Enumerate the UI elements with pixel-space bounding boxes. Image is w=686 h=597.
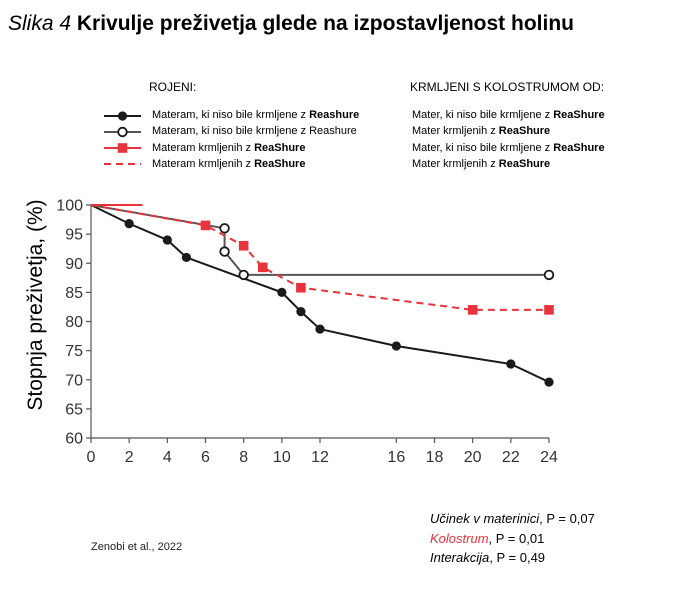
legend-row-1-left-bold: Reashure	[309, 109, 360, 121]
series-2-point-1	[219, 223, 230, 234]
figure-title-lead: Slika 4	[8, 12, 72, 35]
legend-row-2-right-bold: ReaShure	[498, 125, 551, 137]
series-2	[90, 204, 555, 281]
legend-swatch-marker-3	[117, 143, 128, 153]
legend-swatches	[104, 111, 141, 165]
series-4-line	[90, 204, 549, 311]
series-4-point-4	[296, 282, 306, 293]
y-axis-label: Stopnja preživetja, (%)	[24, 199, 47, 410]
series-4	[90, 204, 554, 315]
stat-maternal-label: Učinek v materinici	[430, 511, 540, 526]
series-2-line	[90, 204, 549, 276]
series-4-point-6	[544, 305, 554, 315]
series-2-point-4	[543, 269, 555, 281]
stat-maternal-value: , P = 0,07	[539, 511, 595, 526]
legend-row-3-left: Materam krmljenih z ReaShure	[152, 142, 305, 154]
series-1-point-6	[315, 324, 325, 334]
legend-row-3-left-bold: ReaShure	[254, 142, 306, 154]
y-tick-label-80: 80	[65, 314, 83, 331]
x-tick-label-20: 20	[464, 449, 482, 466]
legend-row-4-left: Materam krmljenih z ReaShure	[152, 158, 305, 170]
stat-colostrum: Kolostrum, P = 0,01	[430, 529, 595, 549]
legend-row-1-left-text: Materam, ki niso bile krmljene z	[152, 109, 310, 121]
series-1	[90, 204, 554, 387]
figure-title-main: Krivulje preživetja glede na izpostavlje…	[76, 12, 574, 35]
legend-row-2-left: Materam, ki niso bile krmljene z Reashur…	[152, 125, 357, 137]
x-tick-label-2: 2	[125, 449, 134, 466]
y-tick-label-90: 90	[65, 256, 83, 273]
legend-header-right: KRMLJENI S KOLOSTRUMOM OD:	[410, 80, 605, 94]
series-1-point-5	[296, 306, 306, 317]
stats-block: Učinek v materinici, P = 0,07 Kolostrum,…	[430, 509, 595, 568]
x-tick-label-0: 0	[87, 449, 96, 466]
y-tick-label-70: 70	[65, 372, 83, 389]
x-tick-label-12: 12	[311, 449, 329, 466]
x-tick-label-10: 10	[273, 449, 291, 466]
x-tick-label-16: 16	[387, 449, 405, 466]
series-1-point-3	[181, 252, 192, 263]
legend-row-4-right-bold: ReaShure	[498, 158, 551, 170]
legend-row-3-right-text: Mater, ki niso bile krmljene z	[412, 142, 554, 154]
legend-header-left: ROJENI:	[149, 80, 197, 94]
series-1-line	[90, 204, 550, 383]
figure-title: Slika 4 Krivulje preživetja glede na izp…	[8, 12, 574, 36]
y-tick-label-95: 95	[65, 227, 83, 244]
source-citation: Zenobi et al., 2022	[91, 541, 183, 553]
legend-row-1-right-text: Mater, ki niso bile krmljene z	[412, 109, 554, 121]
legend-row-3-right-bold: ReaShure	[553, 142, 605, 154]
series-2-point-3	[238, 269, 249, 281]
series-1-point-4	[277, 287, 287, 297]
y-tick-label-75: 75	[65, 343, 83, 360]
legend-swatch-marker-1	[117, 111, 128, 121]
legend-row-2-right-text: Mater krmljenih z	[412, 125, 499, 137]
legend-row-1-left: Materam, ki niso bile krmljene z Reashur…	[152, 109, 359, 121]
stat-interaction-label: Interakcija	[430, 550, 490, 565]
y-tick-label-65: 65	[65, 401, 83, 418]
x-tick-label-8: 8	[239, 449, 248, 466]
legend-row-4-right: Mater krmljenih z ReaShure	[412, 158, 550, 170]
legend-row-2-right: Mater krmljenih z ReaShure	[412, 125, 550, 137]
series-1-point-8	[506, 359, 516, 369]
legend-swatch-marker-2	[117, 126, 128, 138]
legend-row-3-left-text: Materam krmljenih z	[152, 142, 255, 154]
x-tick-label-6: 6	[201, 449, 210, 466]
y-tick-label-100: 100	[56, 198, 83, 215]
stat-interaction-value: , P = 0,49	[489, 550, 546, 565]
series-4-point-2	[238, 240, 249, 251]
series-2-point-2	[219, 246, 230, 257]
x-tick-label-18: 18	[426, 449, 444, 466]
stat-colostrum-label: Kolostrum	[430, 530, 489, 546]
series-4-point-5	[467, 305, 478, 315]
y-tick-label-60: 60	[65, 431, 83, 448]
y-tick-label-85: 85	[65, 285, 83, 302]
legend-row-4-right-text: Mater krmljenih z	[412, 158, 499, 170]
x-tick-label-22: 22	[502, 449, 520, 466]
x-tick-label-24: 24	[540, 449, 558, 466]
series-1-point-9	[544, 377, 554, 387]
stat-maternal: Učinek v materinici, P = 0,07	[430, 509, 595, 529]
stat-colostrum-value: , P = 0,01	[488, 530, 545, 546]
stat-interaction: Interakcija, P = 0,49	[430, 548, 595, 568]
series-1-point-7	[391, 341, 401, 351]
legend-row-4-left-bold: ReaShure	[254, 158, 306, 170]
chart-series	[90, 204, 555, 387]
legend-row-1-right-bold: ReaShure	[553, 109, 605, 121]
series-1-point-2	[162, 235, 172, 245]
legend-row-3-right: Mater, ki niso bile krmljene z ReaShure	[412, 142, 605, 154]
series-4-point-1	[200, 220, 211, 231]
series-4-point-3	[257, 262, 268, 273]
series-1-point-1	[124, 219, 134, 229]
legend-row-2-left-text: Materam, ki niso bile krmljene z Reashur…	[152, 125, 357, 137]
legend-row-1-right: Mater, ki niso bile krmljene z ReaShure	[412, 109, 605, 121]
legend-row-4-left-text: Materam krmljenih z	[152, 158, 255, 170]
x-tick-label-4: 4	[163, 449, 172, 466]
